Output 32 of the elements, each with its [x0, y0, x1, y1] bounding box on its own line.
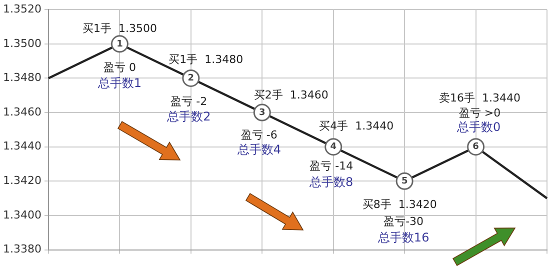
annotation: 总手数1: [96, 76, 142, 90]
y-tick-label: 1.3480: [2, 71, 42, 84]
annotation: 6: [472, 142, 479, 152]
annotation: 总手数2: [166, 109, 211, 124]
annotation: 总手数4: [236, 142, 281, 157]
annotation: 总手数8: [308, 174, 354, 189]
annotation: 4: [330, 142, 336, 152]
annotation: 盈亏 -14: [310, 160, 354, 173]
annotation: 1: [116, 39, 123, 50]
annotation: 盈亏 0: [103, 60, 136, 74]
annotation: 总手数16: [376, 230, 430, 244]
annotation: 盈亏-30: [384, 215, 424, 228]
annotation: 总手数0: [456, 120, 501, 134]
annotation: 买2手 1.3460: [254, 88, 328, 102]
annotation: 买4手 1.3440: [319, 120, 394, 133]
annotation: 盈亏 -6: [240, 128, 278, 142]
annotation: 盈亏 -2: [170, 95, 208, 108]
y-tick-label: 1.3500: [2, 36, 42, 50]
y-tick-label: 1.3400: [2, 208, 42, 222]
y-tick-label: 1.3380: [2, 242, 42, 256]
annotation: 买8手 1.3420: [362, 198, 437, 212]
annotation: 盈亏 >0: [458, 106, 501, 120]
y-tick-label: 1.3440: [2, 140, 42, 153]
y-tick-label: 1.3420: [2, 174, 42, 188]
y-tick-label: 1.3520: [2, 2, 42, 16]
annotation: 买1手 1.3480: [168, 53, 244, 66]
annotation: 5: [401, 176, 408, 187]
annotation: 2: [188, 74, 194, 84]
y-tick-label: 1.3460: [2, 105, 42, 118]
annotation: 买1手 1.3500: [82, 22, 157, 35]
annotation: 卖16手 1.3440: [439, 92, 521, 105]
annotation: 3: [259, 108, 266, 118]
